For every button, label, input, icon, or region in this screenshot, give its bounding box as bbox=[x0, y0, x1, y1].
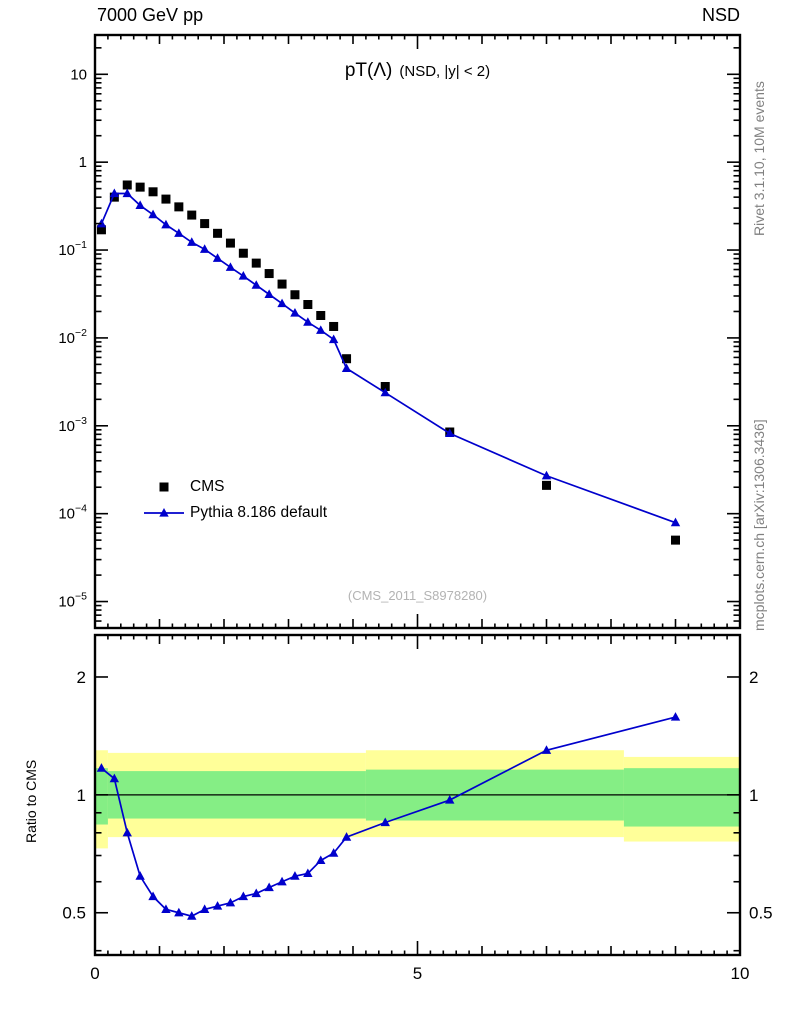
log-y-tick-label: 10−4 bbox=[58, 503, 87, 523]
ratio-tick-label-right: 1 bbox=[749, 786, 758, 805]
log-y-tick-label: 10−5 bbox=[58, 591, 87, 611]
analysis-id-watermark: (CMS_2011_S8978280) bbox=[347, 588, 488, 603]
log-y-tick-label: 10−2 bbox=[58, 327, 87, 347]
legend: CMS Pythia 8.186 default bbox=[142, 474, 327, 526]
green-band-segment bbox=[623, 768, 740, 827]
x-tick-label: 0 bbox=[90, 964, 99, 983]
plot-title: pT(Λ) (NSD, |y| < 2) bbox=[95, 60, 740, 82]
legend-item-pythia: Pythia 8.186 default bbox=[142, 500, 327, 526]
ratio-tick-label-left: 2 bbox=[77, 668, 86, 687]
legend-label-cms: CMS bbox=[190, 478, 225, 495]
cms-square-marker-icon bbox=[142, 479, 186, 495]
mcplots-attribution-note: mcplots.cern.ch [arXiv:1306.3436] bbox=[751, 419, 767, 631]
axis-tick-labels: 10 1 10−1 10−2 10−3 10−4 10−5 2 2 1 1 0.5 0.5 0 5 10 bbox=[58, 66, 772, 983]
ratio-tick-label-right: 0.5 bbox=[749, 904, 773, 923]
beam-energy-label: 7000 GeV pp bbox=[97, 5, 204, 25]
ratio-axis-label: Ratio to CMS bbox=[23, 759, 39, 843]
pythia-markers bbox=[96, 188, 681, 527]
log-y-tick-label: 10 bbox=[70, 66, 87, 83]
spectrum-frame bbox=[93, 33, 742, 630]
ratio-tick-label-left: 0.5 bbox=[62, 904, 86, 923]
log-y-tick-label: 10−1 bbox=[58, 239, 87, 259]
rivet-version-note: Rivet 3.1.10, 10M events bbox=[751, 81, 767, 236]
x-tick-label: 10 bbox=[731, 964, 750, 983]
ratio-tick-label-right: 2 bbox=[749, 668, 758, 687]
log-y-tick-label: 1 bbox=[79, 154, 87, 171]
ratio-markers bbox=[96, 712, 681, 920]
pythia-curve bbox=[100, 192, 676, 524]
legend-label-pythia: Pythia 8.186 default bbox=[190, 504, 328, 521]
green-band-segment bbox=[95, 768, 108, 825]
plot-title-observable: pT(Λ) bbox=[344, 60, 393, 81]
x-tick-label: 5 bbox=[413, 964, 422, 983]
log-y-tick-label: 10−3 bbox=[58, 415, 87, 435]
uncertainty-bands bbox=[95, 750, 740, 849]
pythia-triangle-line-marker-icon bbox=[142, 505, 186, 521]
plot-title-selection: (NSD, |y| < 2) bbox=[399, 63, 491, 80]
event-class-label: NSD bbox=[701, 5, 740, 25]
axis-ticks bbox=[94, 35, 741, 955]
ratio-curve bbox=[100, 716, 676, 918]
ratio-tick-label-left: 1 bbox=[77, 786, 86, 805]
legend-item-cms: CMS bbox=[142, 474, 327, 500]
